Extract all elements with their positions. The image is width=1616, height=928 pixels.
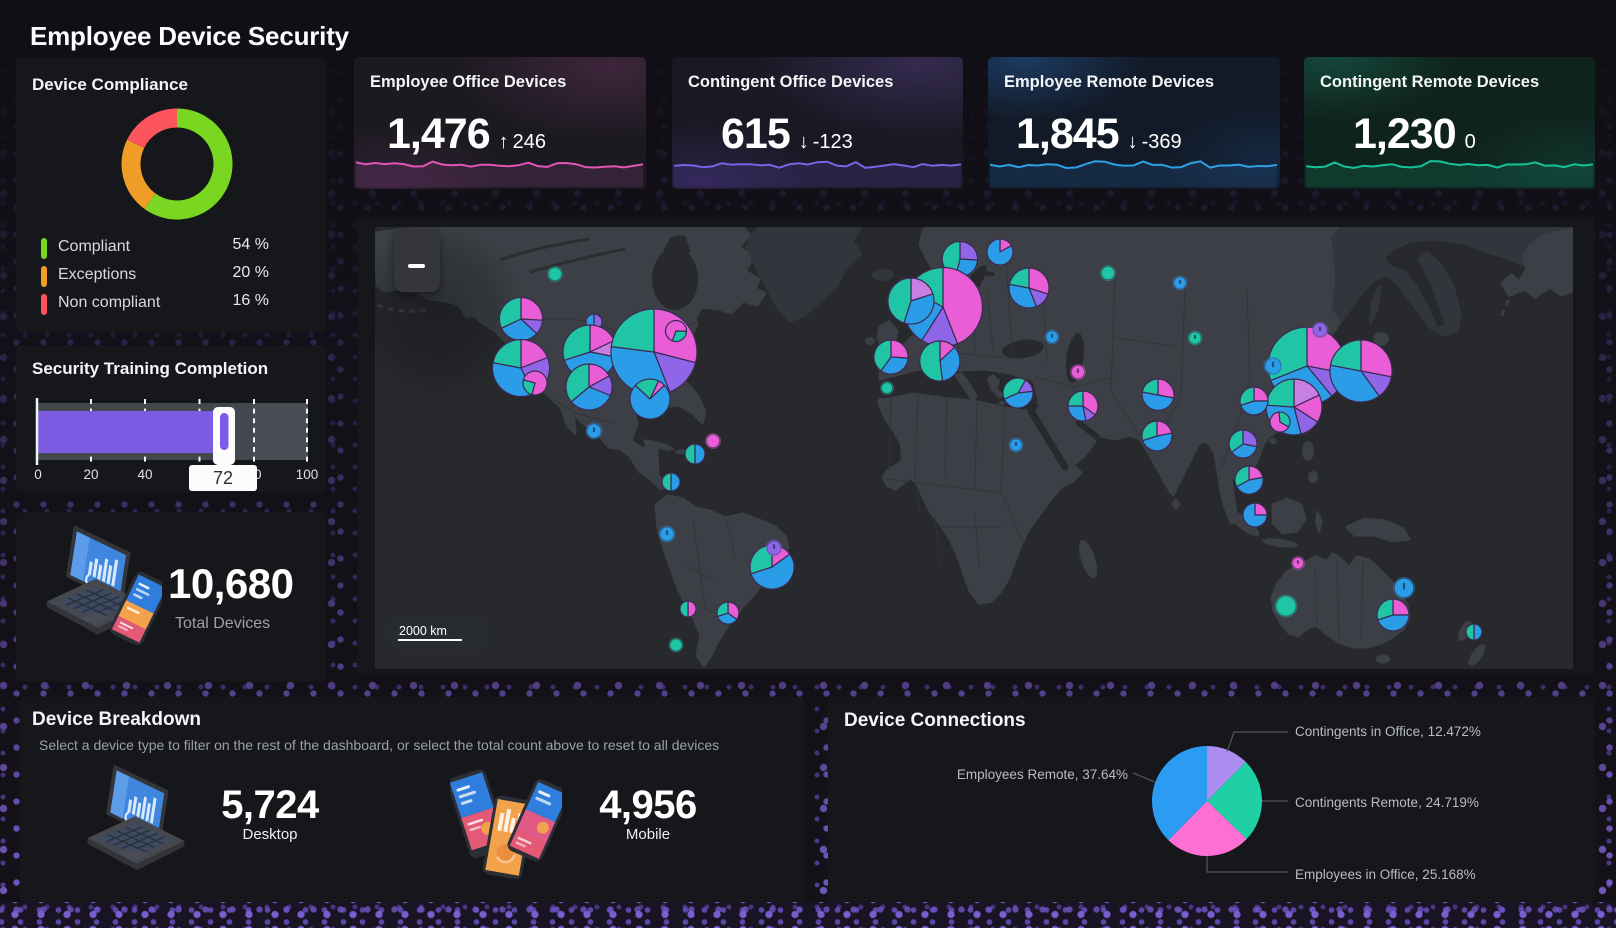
svg-text:20: 20: [83, 467, 98, 482]
svg-text:72: 72: [213, 468, 233, 488]
svg-text:100: 100: [296, 467, 319, 482]
svg-text:0: 0: [34, 467, 42, 482]
svg-text:40: 40: [137, 467, 152, 482]
